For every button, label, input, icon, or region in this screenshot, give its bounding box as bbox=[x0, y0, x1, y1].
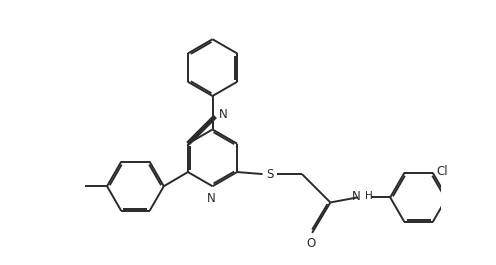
Text: O: O bbox=[307, 237, 316, 250]
Text: N: N bbox=[219, 108, 228, 121]
Text: H: H bbox=[366, 191, 373, 201]
Text: N: N bbox=[207, 192, 216, 205]
Text: N: N bbox=[352, 190, 360, 203]
Text: Cl: Cl bbox=[437, 165, 448, 178]
Text: S: S bbox=[266, 167, 273, 180]
